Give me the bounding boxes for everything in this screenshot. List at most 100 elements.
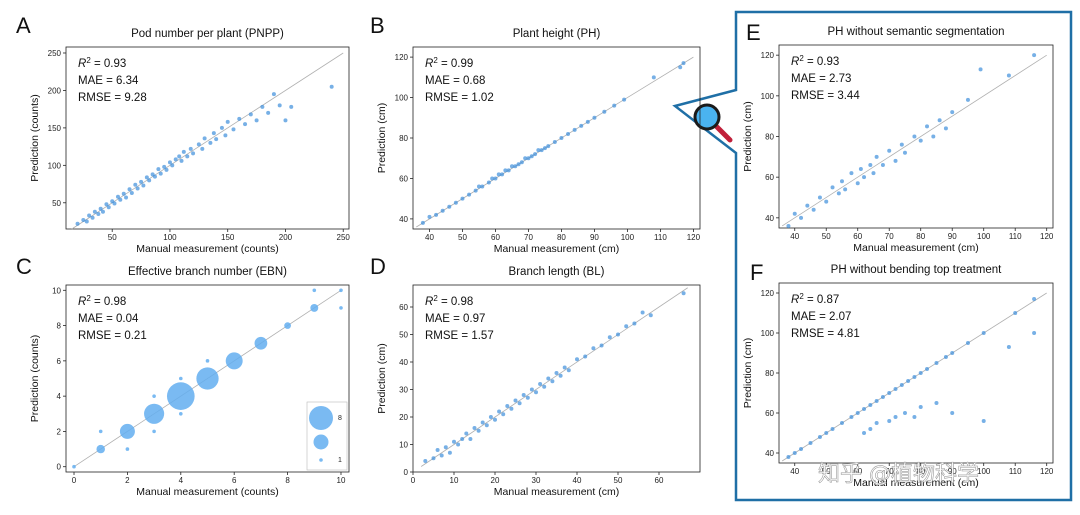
x-tick-label: 120 — [687, 233, 701, 242]
r2-value: = 0.98 — [438, 296, 474, 308]
x-tick-label: 200 — [279, 233, 293, 242]
data-point — [125, 447, 130, 451]
data-point — [173, 157, 178, 162]
x-tick-label: 100 — [977, 232, 991, 241]
one-to-one-line — [420, 287, 688, 467]
data-point — [830, 427, 835, 431]
data-point — [98, 206, 103, 211]
y-tick-label: 30 — [399, 386, 408, 395]
x-tick-label: 10 — [337, 476, 346, 485]
stat-r2: R2 = 0.98 — [425, 294, 473, 309]
data-point — [453, 200, 458, 205]
y-tick-label: 80 — [765, 133, 774, 142]
data-point — [420, 220, 425, 225]
data-point — [202, 136, 207, 141]
data-point — [211, 131, 216, 136]
bubble-legend: 81 — [306, 401, 348, 471]
data-point — [817, 435, 822, 439]
data-point — [497, 409, 502, 414]
x-tick-label: 60 — [853, 467, 862, 476]
legend-bubble — [309, 406, 333, 430]
data-point — [312, 288, 317, 293]
data-point — [526, 156, 531, 161]
data-point — [868, 427, 873, 431]
data-point — [271, 92, 276, 97]
stat-mae: MAE = 0.97 — [425, 313, 485, 325]
y-tick-label: 20 — [399, 413, 408, 422]
x-tick-label: 110 — [1009, 232, 1022, 241]
data-point — [792, 211, 797, 216]
legend-label: 8 — [338, 415, 342, 422]
stat-rmse: RMSE = 0.21 — [78, 330, 147, 342]
data-point — [72, 464, 76, 469]
x-tick-label: 70 — [524, 233, 533, 242]
data-point — [566, 131, 571, 136]
data-point — [1032, 331, 1037, 335]
data-point — [893, 415, 898, 419]
y-tick-label: 120 — [761, 289, 775, 298]
data-point — [144, 175, 149, 180]
data-point — [855, 411, 860, 415]
data-point — [899, 142, 904, 147]
data-point — [862, 175, 867, 180]
data-point — [124, 195, 129, 200]
x-tick-label: 110 — [1009, 467, 1022, 476]
y-axis-label: Prediction (counts) — [29, 94, 41, 182]
y-tick-label: 80 — [765, 369, 774, 378]
data-point — [824, 431, 829, 435]
r2-symbol: R — [791, 56, 799, 68]
data-point — [858, 167, 863, 172]
data-point — [170, 163, 175, 168]
data-point — [887, 148, 892, 153]
data-point — [591, 346, 596, 351]
y-tick-label: 60 — [765, 409, 774, 418]
data-point — [266, 110, 271, 115]
data-point — [843, 187, 848, 192]
data-point — [836, 191, 841, 196]
stat-rmse: RMSE = 1.57 — [425, 330, 494, 342]
data-point — [493, 176, 498, 181]
x-tick-label: 120 — [1040, 467, 1054, 476]
panel-letter: C — [16, 254, 32, 279]
data-point — [855, 181, 860, 186]
data-point — [1006, 73, 1011, 78]
data-point — [129, 191, 134, 196]
data-point — [934, 401, 939, 405]
y-tick-label: 100 — [395, 94, 409, 103]
data-point — [243, 122, 248, 127]
y-tick-label: 6 — [57, 357, 62, 366]
y-tick-label: 2 — [57, 427, 62, 436]
data-point — [480, 420, 485, 425]
x-tick-label: 90 — [590, 233, 599, 242]
data-point — [918, 405, 923, 409]
stat-r2: R2 = 0.98 — [78, 294, 126, 309]
data-point — [503, 168, 508, 173]
data-point — [918, 138, 923, 143]
data-point — [162, 164, 167, 169]
data-point — [1032, 297, 1037, 301]
data-point — [87, 213, 92, 218]
data-point — [536, 148, 541, 153]
data-point — [135, 186, 140, 191]
data-point — [981, 419, 986, 423]
plot-frame — [412, 284, 701, 473]
data-point — [950, 411, 955, 415]
data-point — [310, 303, 319, 312]
r2-symbol: R — [78, 58, 86, 70]
panel-title: Pod number per plant (PNPP) — [131, 28, 284, 40]
data-point — [133, 182, 138, 187]
y-tick-label: 120 — [395, 53, 409, 62]
data-point — [599, 343, 604, 348]
data-point — [517, 401, 522, 406]
y-axis-label: Prediction (counts) — [29, 335, 41, 423]
data-point — [523, 156, 528, 161]
x-tick-label: 4 — [179, 476, 184, 485]
y-axis-label: Prediction (cm) — [742, 338, 754, 409]
data-point — [435, 448, 440, 452]
x-tick-label: 8 — [285, 476, 290, 485]
data-point — [144, 403, 165, 424]
data-point — [505, 404, 510, 408]
data-point — [440, 208, 445, 213]
x-tick-label: 20 — [491, 476, 500, 485]
data-point — [868, 162, 873, 167]
